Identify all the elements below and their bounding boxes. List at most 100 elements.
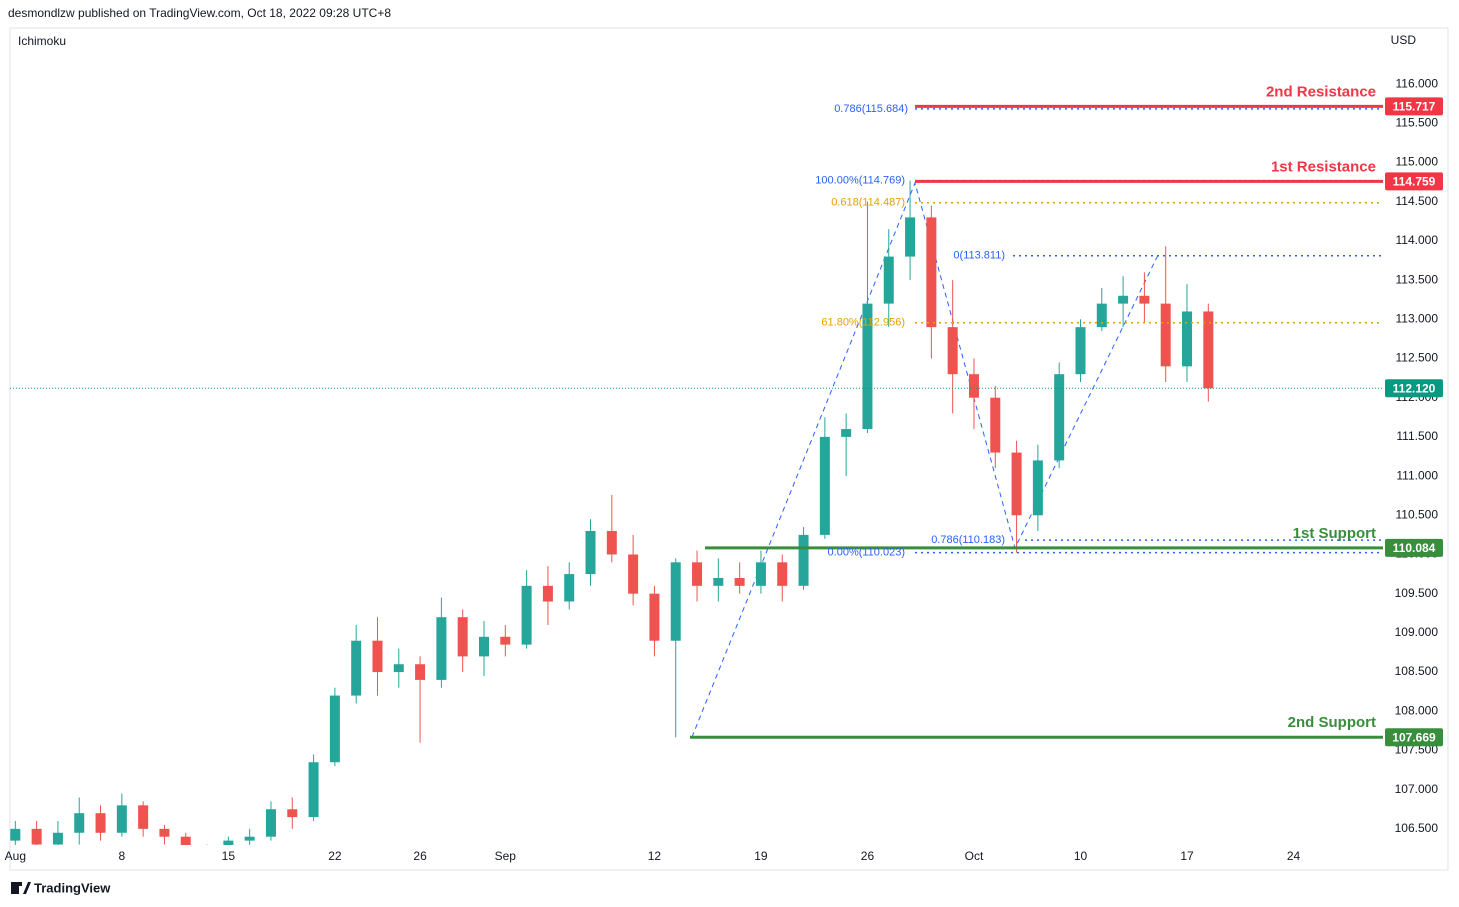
candle-body — [244, 836, 255, 841]
fib-label: 0.786(115.684) — [834, 103, 908, 115]
publisher: desmondlzw published on TradingView.com,… — [8, 6, 391, 20]
y-tick-label: 111.500 — [1396, 429, 1438, 443]
x-tick-label: 8 — [118, 849, 125, 863]
price-tag-text: 110.084 — [1393, 541, 1436, 555]
x-tick-label: 15 — [222, 849, 236, 863]
x-tick-label: 24 — [1287, 849, 1301, 863]
x-tick-label: 17 — [1180, 849, 1194, 863]
price-tag-text: 114.759 — [1393, 175, 1436, 189]
y-tick-label: 108.500 — [1395, 664, 1439, 678]
candle-body — [819, 436, 830, 535]
candle-body — [308, 762, 319, 818]
fib-label: 0(113.811) — [953, 250, 1005, 262]
fib-label: 100.00%(114.769) — [815, 175, 905, 187]
candle-body — [1182, 311, 1193, 367]
y-tick-label: 106.500 — [1395, 821, 1439, 835]
y-tick-label: 109.500 — [1395, 586, 1439, 600]
candle-body — [95, 813, 106, 833]
candle-body — [1160, 303, 1171, 367]
x-tick-label: 10 — [1074, 849, 1088, 863]
currency: USD — [1391, 33, 1417, 47]
candle-body — [990, 397, 1001, 453]
candle-body — [329, 695, 340, 763]
candle-body — [521, 585, 532, 645]
candle-body — [798, 534, 809, 586]
price-tag — [1385, 172, 1443, 191]
price-tag — [1385, 97, 1443, 116]
price-tag — [1385, 728, 1443, 747]
fib-label: 0.786(110.183) — [931, 534, 1005, 546]
candle-body — [883, 256, 894, 304]
candle-body — [777, 562, 788, 586]
candle-body — [202, 852, 212, 860]
candle-body — [1096, 303, 1107, 328]
candle-body — [74, 813, 85, 833]
candle-body — [138, 805, 149, 829]
candle-body — [1139, 295, 1150, 304]
logo — [11, 882, 31, 894]
candle-body — [31, 828, 42, 845]
y-tick-label: 115.000 — [1396, 155, 1439, 169]
candle-body — [116, 805, 127, 833]
candle-body — [713, 577, 724, 586]
y-tick-label: 116.000 — [1396, 76, 1439, 90]
candle-body — [649, 593, 660, 641]
y-tick-label: 112.500 — [1396, 351, 1439, 365]
y-tick-label: 114.000 — [1396, 233, 1439, 247]
candle-body — [862, 303, 873, 430]
x-tick-label: 22 — [328, 849, 342, 863]
candle-body — [606, 530, 617, 555]
y-tick-label: 111.000 — [1396, 468, 1438, 482]
x-tick-label: 26 — [861, 849, 875, 863]
candle-body — [692, 562, 703, 586]
chart-frame — [9, 27, 1449, 871]
fib-label: 61.80%(112.956) — [821, 317, 905, 329]
y-tick-label: 110.500 — [1396, 507, 1439, 521]
candle-body — [457, 617, 468, 657]
price-tag-text: 112.120 — [1393, 381, 1436, 395]
y-tick-label: 107.000 — [1395, 782, 1439, 796]
candle-body — [542, 585, 553, 602]
candle-body — [585, 530, 596, 575]
candle-body — [478, 636, 489, 657]
fib-label: 0.618(114.487) — [831, 197, 905, 209]
candle-body — [372, 640, 383, 673]
candle-body — [1075, 327, 1086, 375]
fib-guide — [691, 181, 1159, 738]
candle-body — [841, 429, 852, 437]
x-tick-label: Sep — [495, 849, 517, 863]
candle-body — [564, 574, 575, 602]
level-name: 1st Resistance — [1271, 158, 1376, 175]
price-tag — [1385, 379, 1443, 398]
candle-body — [223, 840, 234, 845]
x-tick-label: 19 — [754, 849, 768, 863]
x-tick-label: Oct — [965, 849, 984, 863]
y-tick-label: 108.000 — [1395, 703, 1439, 717]
candle-body — [1054, 374, 1065, 461]
candle-body — [670, 562, 681, 641]
candle-body — [436, 617, 447, 680]
y-tick-label: 113.500 — [1396, 272, 1439, 286]
candle-body — [926, 217, 937, 328]
indicator: Ichimoku — [18, 34, 66, 48]
y-tick-label: 109.000 — [1395, 625, 1439, 639]
candle-body — [968, 374, 979, 398]
candle-body — [393, 664, 404, 673]
level-name: 1st Support — [1293, 525, 1376, 542]
level-name: 2nd Support — [1288, 714, 1376, 731]
candle-body — [947, 327, 958, 375]
candle-body — [628, 554, 639, 594]
candle-body — [265, 809, 276, 837]
price-tag-text: 107.669 — [1392, 730, 1436, 744]
candle-body — [52, 832, 63, 845]
level-name: 2nd Resistance — [1266, 83, 1376, 100]
brand: TradingView — [34, 880, 111, 895]
candle-body — [905, 217, 916, 257]
fib-label: 0.00%(110.023) — [828, 547, 905, 559]
candle-body — [1203, 311, 1214, 389]
price-tag — [1385, 538, 1443, 557]
candle-body — [755, 562, 766, 586]
candle-body — [415, 664, 426, 680]
